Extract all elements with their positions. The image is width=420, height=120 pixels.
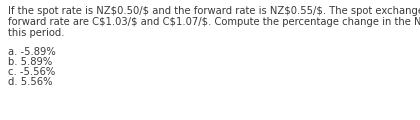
Text: a. -5.89%: a. -5.89% — [8, 47, 56, 57]
Text: forward rate are C\$1.03/\$ and C\$1.07/\$. Compute the percentage change in the: forward rate are C\$1.03/\$ and C\$1.07/… — [8, 17, 420, 27]
Text: b. 5.89%: b. 5.89% — [8, 57, 52, 67]
Text: c. -5.56%: c. -5.56% — [8, 67, 55, 77]
Text: If the spot rate is NZ\$0.50/\$ and the forward rate is NZ\$0.55/\$. The spot ex: If the spot rate is NZ\$0.50/\$ and the … — [8, 6, 420, 16]
Text: this period.: this period. — [8, 28, 65, 38]
Text: d. 5.56%: d. 5.56% — [8, 77, 52, 87]
